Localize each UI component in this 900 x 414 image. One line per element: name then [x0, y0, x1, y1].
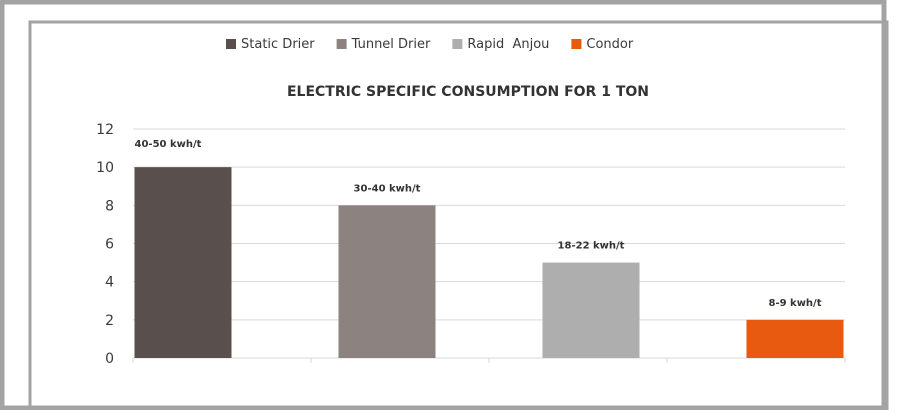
y-tick-label: 2 — [105, 313, 114, 329]
y-tick-label: 10 — [96, 160, 114, 176]
legend-label: Rapid Anjou — [467, 37, 549, 52]
bar-tunnel-drier — [338, 205, 436, 358]
y-tick-label: 0 — [105, 351, 114, 367]
bar-static-drier — [134, 167, 232, 358]
data-labels: 40-50 kwh/t 30-40 kwh/t 18-22 kwh/t 8-9 kwh… — [135, 139, 822, 309]
bars — [134, 167, 844, 358]
gridlines — [133, 128, 845, 359]
data-label: 8-9 kwh/t — [769, 298, 822, 309]
bar-condor — [746, 319, 844, 358]
data-label: 18-22 kwh/t — [558, 241, 625, 252]
legend-swatch — [452, 39, 463, 49]
legend-swatch — [226, 39, 236, 49]
bar-rapid-anjou — [542, 262, 640, 358]
legend: Static Drier Tunnel Drier Rapid Anjou Condo… — [226, 37, 634, 52]
y-tick-label: 8 — [105, 198, 114, 214]
legend-label: Condor — [586, 37, 633, 52]
y-tick-label: 4 — [105, 275, 114, 291]
legend-swatch — [571, 39, 582, 49]
data-label: 30-40 kwh/t — [354, 183, 421, 194]
legend-label: Tunnel Drier — [351, 37, 431, 52]
legend-label: Static Drier — [241, 37, 315, 52]
data-label: 40-50 kwh/t — [135, 139, 202, 150]
y-tick-label: 12 — [96, 122, 114, 138]
y-tick-label: 6 — [105, 237, 114, 253]
legend-swatch — [336, 39, 347, 49]
chart-title: ELECTRIC SPECIFIC CONSUMPTION FOR 1 TON — [287, 84, 649, 100]
y-axis: 0 2 4 6 8 10 12 — [96, 122, 846, 367]
